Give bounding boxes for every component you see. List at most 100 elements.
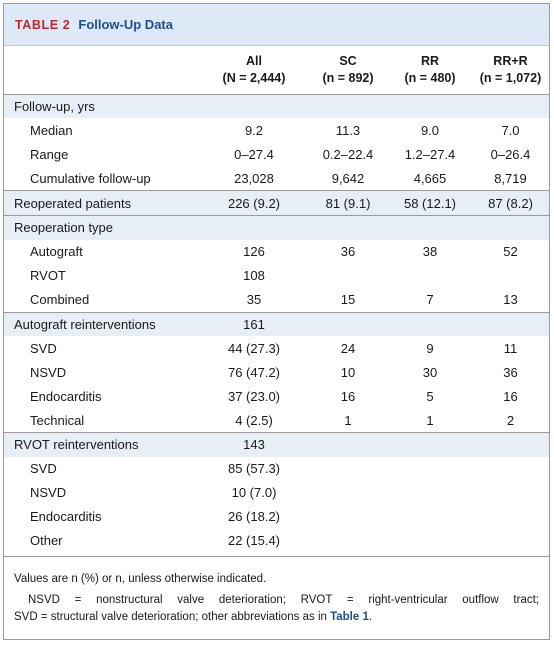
cell-value: 87 (8.2) [472, 190, 549, 216]
cell-value [388, 529, 472, 553]
col-name: SC [339, 54, 357, 68]
cell-value: 10 (7.0) [231, 485, 277, 501]
cell-value [472, 264, 549, 288]
cell-value [472, 214, 549, 240]
cell-value: 0–26.4 [490, 146, 531, 162]
cell-value [472, 431, 549, 457]
footnote-text: . [368, 611, 373, 624]
cell-value: 52 [503, 244, 518, 260]
cell-value [388, 431, 472, 457]
row-label: SVD [30, 340, 57, 356]
col-n: (n = 892) [322, 71, 374, 85]
table-frame: TABLE 2 Follow-Up Data All (N = 2,444) SC… [3, 3, 550, 640]
header-empty-cell [4, 46, 200, 94]
row-label: NSVD [30, 364, 67, 380]
table-row: Combined 35 15 7 13 [4, 288, 549, 312]
header-row: All (N = 2,444) SC (n = 892) RR (n = 480) R… [4, 46, 549, 94]
cell-value: 37 (23.0) [227, 388, 281, 404]
cell-value [388, 214, 472, 240]
cell-value: 85 (57.3) [227, 461, 281, 477]
cell-value [308, 529, 388, 553]
cell-value: 7.0 [501, 122, 520, 138]
header-all: All (N = 2,444) [200, 46, 308, 94]
row-label: Cumulative follow-up [30, 170, 151, 186]
cell-value: 30 [422, 364, 438, 380]
table-title: Follow-Up Data [78, 17, 173, 32]
cell-value: 44 (27.3) [227, 340, 281, 356]
table-row: NSVD 76 (47.2) 10 30 36 [4, 360, 549, 384]
table-number: TABLE 2 [15, 17, 71, 32]
footnote-line: Values are n (%) or n, unless otherwise … [14, 573, 267, 586]
cell-value: 226 (9.2) [200, 190, 308, 216]
cell-value [472, 505, 549, 529]
cell-value [200, 214, 308, 240]
header-rr: RR (n = 480) [388, 46, 472, 94]
table-row: SVD 85 (57.3) [4, 457, 549, 481]
cell-value [472, 93, 549, 119]
table-row: Range 0–27.4 0.2–22.4 1.2–27.4 0–26.4 [4, 142, 549, 166]
cell-value: 11.3 [335, 122, 361, 138]
cell-value [308, 505, 388, 529]
follow-up-table: All (N = 2,444) SC (n = 892) RR (n = 480) R… [4, 46, 549, 552]
cell-value: 5 [426, 388, 434, 404]
cell-value: 1 [426, 412, 434, 428]
cell-value [472, 529, 549, 553]
table-row: Reoperation type [4, 214, 549, 240]
row-label: Technical [30, 412, 85, 428]
cell-value: 35 [246, 292, 262, 308]
cell-value [200, 93, 308, 119]
cell-value: 10 [340, 364, 356, 380]
col-n: (n = 1,072) [479, 71, 542, 85]
row-label: SVD [30, 461, 57, 477]
cell-value: 8,719 [494, 170, 527, 186]
header-rr-r: RR+R (n = 1,072) [472, 46, 549, 94]
cell-value: 24 [340, 340, 356, 356]
row-label: Follow-up, yrs [4, 93, 200, 119]
table-title-bar: TABLE 2 Follow-Up Data [4, 4, 549, 46]
cell-value: 15 [340, 292, 356, 308]
cell-value [472, 457, 549, 481]
cell-value: 126 [243, 244, 265, 260]
row-label: Reoperated patients [4, 190, 200, 216]
cell-value: 161 [200, 311, 308, 337]
cell-value [388, 264, 472, 288]
table-1-link[interactable]: Table 1 [330, 611, 369, 624]
row-label: NSVD [30, 485, 67, 501]
cell-value: 7 [426, 292, 434, 308]
row-label: Autograft reinterventions [4, 311, 200, 337]
table-row: Median 9.2 11.3 9.0 7.0 [4, 118, 549, 142]
cell-value: 26 (18.2) [227, 509, 281, 525]
table-row: Endocarditis 37 (23.0) 16 5 16 [4, 384, 549, 408]
cell-value: 36 [503, 364, 518, 380]
row-label: Combined [30, 292, 90, 308]
header-sc: SC (n = 892) [308, 46, 388, 94]
cell-value: 38 [422, 244, 438, 260]
table-row: Follow-up, yrs [4, 93, 549, 119]
cell-value [308, 214, 388, 240]
row-label: Endocarditis [30, 388, 102, 404]
cell-value: 22 (15.4) [227, 532, 281, 548]
cell-value: 1.2–27.4 [404, 146, 456, 162]
cell-value: 16 [503, 388, 518, 404]
cell-value: 4,665 [413, 170, 447, 186]
cell-value: 9.2 [244, 122, 264, 138]
col-name: RR [420, 54, 440, 68]
cell-value [308, 264, 388, 288]
cell-value: 76 (47.2) [227, 364, 281, 380]
cell-value: 1 [344, 412, 352, 428]
cell-value: 108 [243, 268, 265, 284]
table-row: Endocarditis 26 (18.2) [4, 505, 549, 529]
cell-value: 13 [503, 292, 518, 308]
col-name: RR+R [493, 54, 528, 68]
cell-value: 9,642 [331, 170, 365, 186]
cell-value [308, 481, 388, 505]
cell-value [388, 311, 472, 337]
table-row: RVOT reinterventions 143 [4, 431, 549, 457]
table-row: Autograft reinterventions 161 [4, 311, 549, 337]
cell-value: 11 [503, 340, 518, 356]
table-row: Technical 4 (2.5) 1 1 2 [4, 408, 549, 432]
cell-value [388, 481, 472, 505]
footnote-text: SVD = structural valve deterioration; ot… [14, 611, 331, 624]
cell-value: 36 [340, 244, 356, 260]
footnote-line: NSVD = nonstructural valve deterioration… [28, 594, 539, 607]
